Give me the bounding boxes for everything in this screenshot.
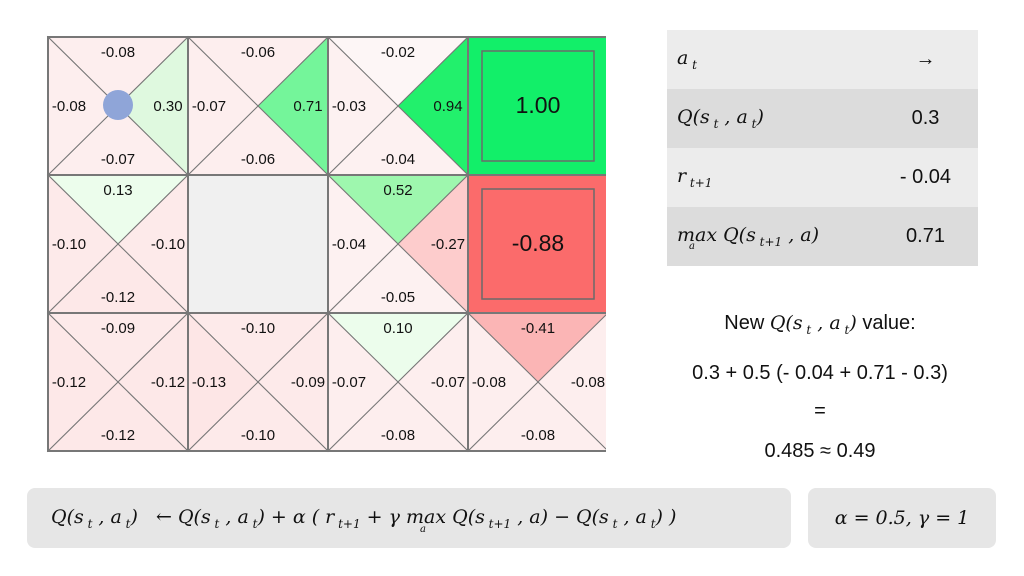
q-value-up: 0.10: [383, 320, 412, 337]
wall-cell: [187, 174, 329, 314]
q-value-right: -0.10: [151, 236, 185, 253]
q-value-up: 0.13: [103, 182, 132, 199]
hyperparameters: α = 0.5, γ = 1: [808, 488, 996, 548]
q-value-right: 0.94: [433, 98, 462, 115]
terminal-inner-box: [481, 188, 595, 300]
q-value-down: -0.05: [381, 289, 415, 306]
q-value-down: -0.07: [101, 151, 135, 168]
q-value-down: -0.06: [241, 151, 275, 168]
max-q-next-value: 0.71: [872, 207, 978, 266]
q-value-down: -0.08: [381, 427, 415, 444]
action-value: →: [872, 30, 978, 89]
calc-line-1: 0.3 + 0.5 (- 0.04 + 0.71 - 0.3): [692, 362, 948, 384]
calc-title-prefix: New: [724, 312, 765, 334]
terminal-value: 1.00: [516, 92, 561, 118]
calc-line-2: =: [814, 400, 826, 422]
q-value-grid: -0.08 0.30 -0.07 -0.08 -0.06 0.71 -0.06 -0.07 -0…: [46, 35, 606, 453]
update-values-table: a t → Q(s t , a t) 0.3 r t+1 - 0.04 max a…: [667, 30, 978, 266]
calc-line-3: 0.485 ≈ 0.49: [764, 440, 876, 462]
table-row: a t →: [667, 30, 978, 89]
q-value-up: -0.09: [101, 320, 135, 337]
calc-title-math: Q(s t , a t): [769, 312, 857, 337]
q-value-left: -0.03: [332, 98, 366, 115]
q-current-value: 0.3: [872, 89, 978, 148]
reward-label: r t+1: [667, 148, 873, 207]
reward-value: - 0.04: [872, 148, 978, 207]
q-value-down: -0.12: [101, 427, 135, 444]
table-row: r t+1 - 0.04: [667, 148, 978, 207]
q-value-left: -0.13: [192, 374, 226, 391]
q-value-left: -0.04: [332, 236, 366, 253]
q-value-left: -0.10: [52, 236, 86, 253]
table-row: Q(s t , a t) 0.3: [667, 89, 978, 148]
state-cell: [467, 312, 606, 452]
q-value-down: -0.08: [521, 427, 555, 444]
calc-title-suffix: value:: [862, 312, 916, 334]
q-value-right: -0.27: [431, 236, 465, 253]
q-current-label: Q(s t , a t): [667, 89, 873, 148]
q-value-left: -0.08: [52, 98, 86, 115]
terminal-cell: [467, 36, 606, 176]
table-row: max a Q(s t+1 , a) 0.71: [667, 207, 978, 266]
q-value-up: -0.06: [241, 44, 275, 61]
q-value-left: -0.08: [472, 374, 506, 391]
q-value-right: -0.08: [571, 374, 605, 391]
terminal-inner-box: [481, 50, 595, 162]
q-value-right: -0.07: [431, 374, 465, 391]
terminal-value: -0.88: [512, 230, 564, 256]
q-learning-update-formula: Q(s t , a t) ← Q(s t , a t) + α ( r t+1 …: [27, 488, 791, 548]
q-value-up: -0.08: [101, 44, 135, 61]
max-q-next-label: max a Q(s t+1 , a): [667, 207, 873, 266]
q-value-right: -0.12: [151, 374, 185, 391]
q-value-left: -0.07: [192, 98, 226, 115]
q-value-up: -0.41: [521, 320, 555, 337]
action-label: a t: [667, 30, 873, 89]
q-value-down: -0.04: [381, 151, 415, 168]
q-value-up: -0.02: [381, 44, 415, 61]
q-value-left: -0.12: [52, 374, 86, 391]
params-text: α = 0.5, γ = 1: [834, 507, 970, 529]
q-value-right: 0.30: [153, 98, 182, 115]
terminal-cell: [467, 174, 606, 314]
calc-title: New Q(s t , a t) value:: [640, 312, 1000, 337]
q-value-up: 0.52: [383, 182, 412, 199]
q-value-right: 0.71: [293, 98, 322, 115]
q-value-down: -0.10: [241, 427, 275, 444]
q-value-right: -0.09: [291, 374, 325, 391]
q-value-left: -0.07: [332, 374, 366, 391]
formula-text: Q(s t , a t) ← Q(s t , a t) + α ( r t+1 …: [51, 505, 677, 535]
agent-marker: [103, 90, 133, 120]
q-value-down: -0.12: [101, 289, 135, 306]
q-value-up: -0.10: [241, 320, 275, 337]
